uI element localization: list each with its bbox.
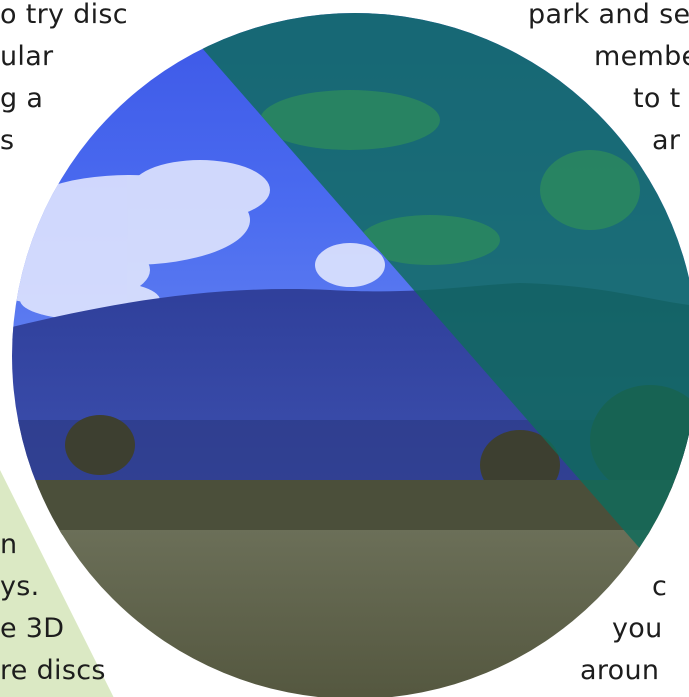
top-right-line-2: membe: [594, 41, 689, 72]
bottom-left-line-4: re discs: [0, 655, 106, 686]
bottom-left-line-3: e 3D: [0, 613, 65, 644]
top-left-line-3: g a: [0, 83, 44, 114]
top-left-line-2: ular: [0, 41, 54, 72]
top-left-line-1: o try disc: [0, 0, 128, 30]
bottom-right-line-3: aroun: [580, 655, 660, 686]
bottom-left-line-2: ys.: [0, 571, 40, 602]
bottom-right-line-1: c: [652, 571, 668, 602]
top-right-line-1: park and se: [528, 0, 689, 30]
top-right-line-4: ar: [652, 125, 681, 156]
bottom-left-line-1: n: [0, 529, 18, 560]
top-left-line-4: s: [0, 125, 15, 156]
top-right-line-3: to t: [633, 83, 681, 114]
bottom-right-line-2: you: [612, 613, 663, 644]
